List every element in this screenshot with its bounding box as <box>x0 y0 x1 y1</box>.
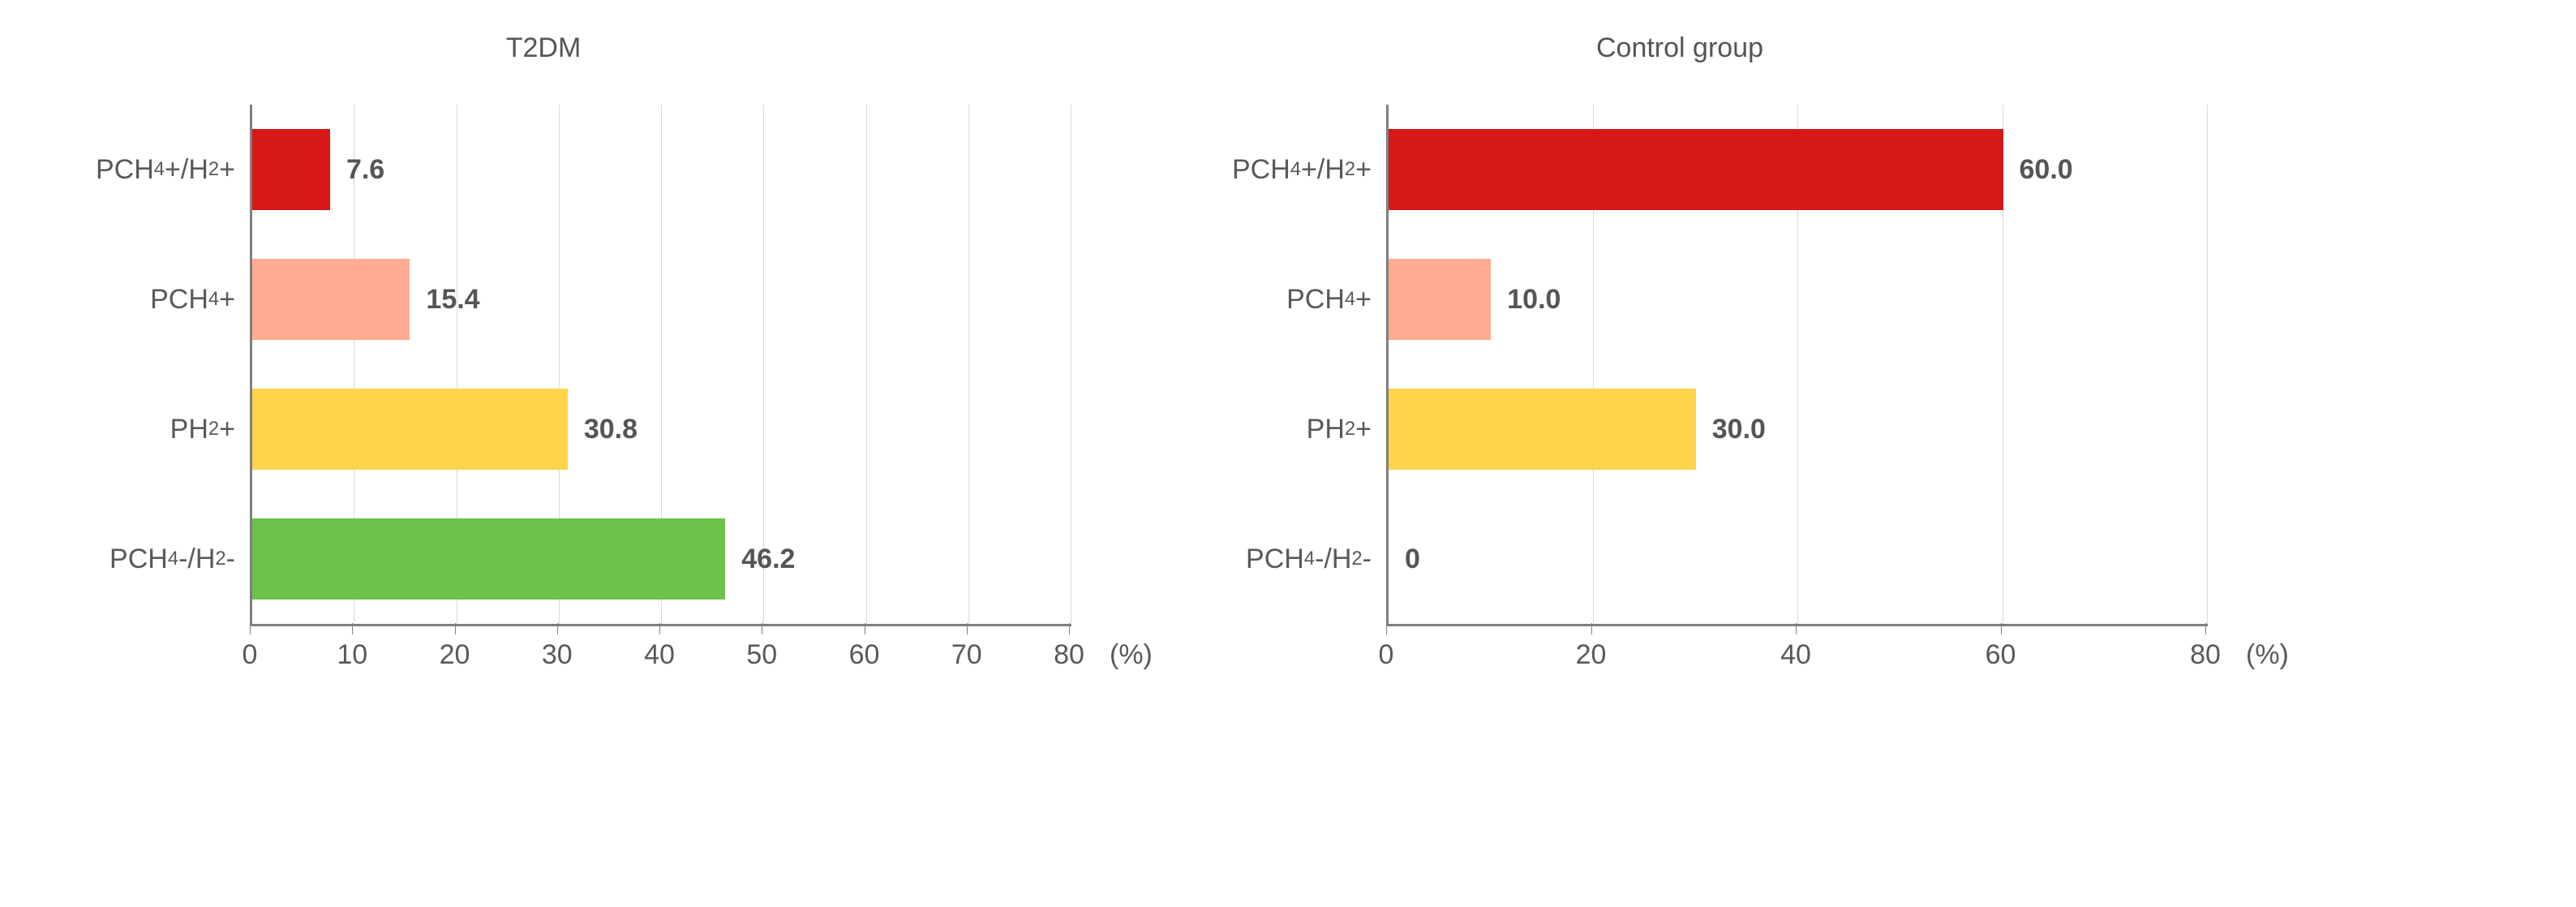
bar <box>1389 259 1491 340</box>
y-label: PCH4-/H2- <box>109 494 235 624</box>
bar <box>1389 389 1696 470</box>
bar-row: 0 <box>1389 494 2208 624</box>
x-tick-label: 50 <box>746 639 777 671</box>
x-tick <box>659 623 660 634</box>
chart-0: T2DM PCH4+/H2+PCH4+PH2+PCH4-/H2- 7.6 15.4 30… <box>32 32 1071 683</box>
bar-row: 10.0 <box>1389 234 2208 364</box>
y-axis-labels: PCH4+/H2+PCH4+PH2+PCH4-/H2- <box>1169 105 1386 624</box>
x-tick-label: 60 <box>849 639 880 671</box>
chart-title: Control group <box>1169 32 2191 64</box>
x-tick-label: 10 <box>337 639 367 671</box>
x-axis: 01020304050607080(%) <box>250 634 1069 683</box>
y-label: PCH4+/H2+ <box>1232 105 1372 234</box>
plot-row: PCH4+/H2+PCH4+PH2+PCH4-/H2- 60.0 10.0 30.0 0 <box>1169 105 2208 626</box>
x-tick <box>2001 623 2002 634</box>
y-label: PCH4+/H2+ <box>96 105 235 234</box>
x-tick-label: 60 <box>1986 639 2016 671</box>
x-tick <box>1591 623 1592 634</box>
chart-title: T2DM <box>32 32 1054 64</box>
plot-area: 7.6 15.4 30.8 46.2 <box>250 105 1071 626</box>
y-axis-labels: PCH4+/H2+PCH4+PH2+PCH4-/H2- <box>32 105 250 624</box>
plot-area: 60.0 10.0 30.0 0 <box>1386 105 2208 626</box>
x-tick <box>1386 623 1387 634</box>
y-label: PCH4-/H2- <box>1246 494 1372 624</box>
x-tick-label: 30 <box>542 639 573 671</box>
x-tick <box>1796 623 1797 634</box>
bar-value-label: 7.6 <box>346 154 384 186</box>
x-axis-unit: (%) <box>1110 639 1153 671</box>
bar <box>252 389 568 470</box>
x-tick-label: 80 <box>2190 639 2221 671</box>
bar <box>252 129 330 210</box>
x-tick-label: 20 <box>1576 639 1607 671</box>
x-tick-label: 20 <box>440 639 470 671</box>
plot-row: PCH4+/H2+PCH4+PH2+PCH4-/H2- 7.6 15.4 30.8 46… <box>32 105 1071 626</box>
x-axis-unit: (%) <box>2246 639 2289 671</box>
x-tick-label: 40 <box>644 639 675 671</box>
bar-row: 30.8 <box>252 364 1071 494</box>
bar-value-label: 60.0 <box>2020 154 2073 186</box>
chart-1: Control group PCH4+/H2+PCH4+PH2+PCH4-/H2-… <box>1169 32 2208 683</box>
bar-row: 46.2 <box>252 494 1071 624</box>
x-tick <box>557 623 558 634</box>
bar <box>252 518 725 600</box>
bar-value-label: 10.0 <box>1507 284 1561 316</box>
x-tick <box>1069 623 1070 634</box>
x-tick-label: 70 <box>951 639 982 671</box>
x-axis: 020406080(%) <box>1386 634 2205 683</box>
charts-wrapper: T2DMPCH4+/H2+PCH4+PH2+PCH4-/H2-7.615.430… <box>32 32 2544 683</box>
y-label: PH2+ <box>1307 364 1372 494</box>
bar-value-label: 30.8 <box>584 414 638 445</box>
bar-value-label: 15.4 <box>426 284 479 316</box>
bar <box>252 259 410 340</box>
y-label: PCH4+ <box>1286 234 1372 364</box>
bar-row: 15.4 <box>252 234 1071 364</box>
x-tick-label: 40 <box>1780 639 1811 671</box>
x-tick-label: 0 <box>243 639 258 671</box>
x-axis-row: 01020304050607080(%) <box>32 626 1071 683</box>
x-tick-label: 0 <box>1379 639 1394 671</box>
bar-row: 60.0 <box>1389 105 2208 234</box>
x-tick <box>2205 623 2206 634</box>
x-tick <box>967 623 968 634</box>
bar-value-label: 0 <box>1405 544 1420 575</box>
bar-row: 30.0 <box>1389 364 2208 494</box>
bars-container: 7.6 15.4 30.8 46.2 <box>252 105 1071 624</box>
x-tick <box>352 623 353 634</box>
y-label: PCH4+ <box>150 234 235 364</box>
bars-container: 60.0 10.0 30.0 0 <box>1389 105 2208 624</box>
x-tick-label: 80 <box>1054 639 1084 671</box>
bar-row: 7.6 <box>252 105 1071 234</box>
bar-value-label: 30.0 <box>1712 414 1766 445</box>
x-tick <box>455 623 456 634</box>
x-tick <box>250 623 251 634</box>
x-axis-row: 020406080(%) <box>1169 626 2208 683</box>
y-label: PH2+ <box>170 364 235 494</box>
bar <box>1389 129 2003 210</box>
bar-value-label: 46.2 <box>741 544 795 575</box>
